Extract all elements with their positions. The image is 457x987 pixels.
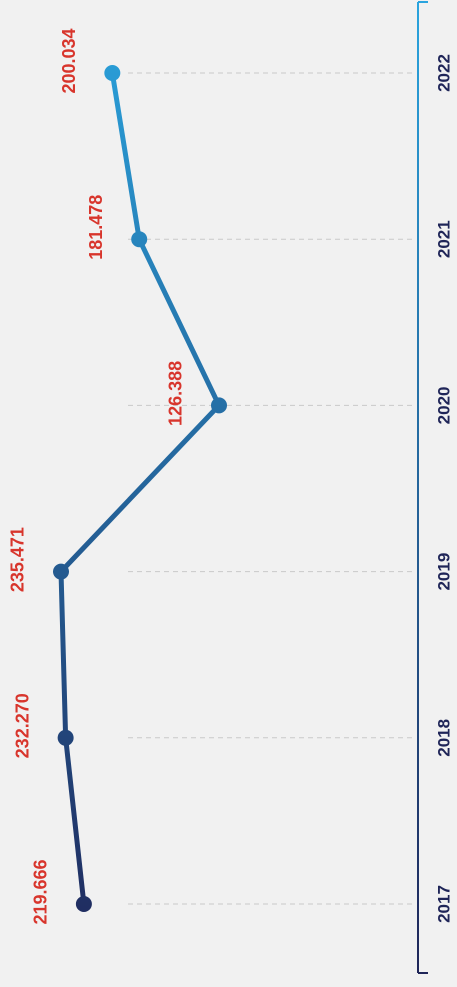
y-tick-label: 2018 xyxy=(434,719,453,757)
point xyxy=(57,729,74,746)
data-label: 232.270 xyxy=(12,693,32,758)
y-tick-label: 2022 xyxy=(434,54,453,92)
y-tick-label: 2021 xyxy=(434,220,453,258)
y-tick-label: 2017 xyxy=(434,885,453,923)
y-tick-label: 2019 xyxy=(434,553,453,591)
data-label: 181.478 xyxy=(86,195,106,260)
data-label: 126.388 xyxy=(166,361,186,426)
point xyxy=(131,231,148,248)
point xyxy=(75,896,92,912)
data-label: 235.471 xyxy=(8,527,28,592)
point xyxy=(211,397,227,414)
line xyxy=(58,72,222,905)
point xyxy=(53,563,69,580)
data-label: 219.666 xyxy=(31,859,51,924)
point xyxy=(104,65,121,81)
data-label: 200.034 xyxy=(59,28,79,93)
y-tick-label: 2020 xyxy=(434,386,453,424)
